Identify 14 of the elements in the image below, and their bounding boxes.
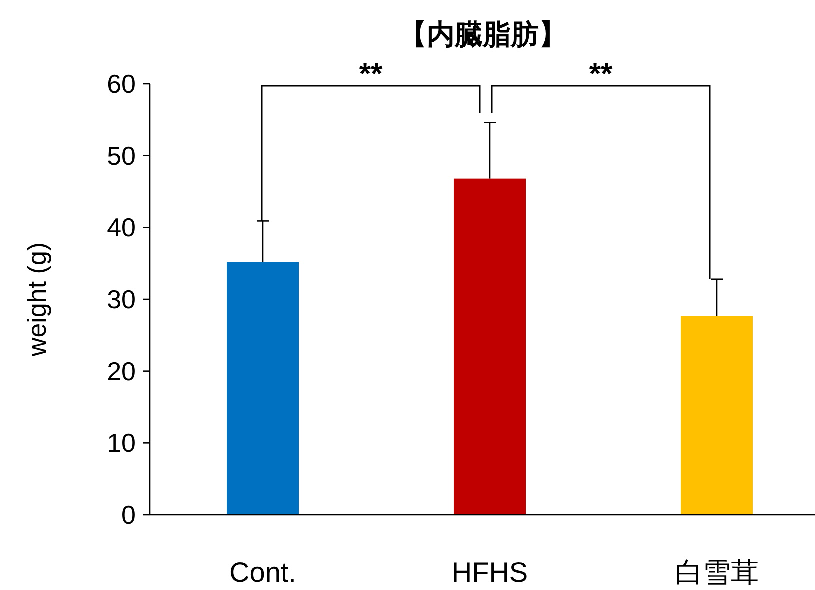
y-tick-label: 40 [107,212,136,243]
y-tick-label: 30 [107,284,136,314]
x-tick-label: HFHS [452,557,528,588]
y-tick-label: 60 [107,69,136,99]
y-tick-label: 10 [107,428,136,458]
chart-title: 【内臓脂肪】 [399,19,567,50]
x-tick-label: Cont. [230,557,296,588]
x-tick-label: 白雪茸 [675,557,759,588]
y-tick-label: 0 [122,500,136,530]
y-tick-label: 20 [107,356,136,386]
y-axis-title: weight (g) [22,242,52,358]
y-tick-label: 50 [107,140,136,171]
annotation: ** [589,58,613,91]
annotation: ** [359,58,383,91]
